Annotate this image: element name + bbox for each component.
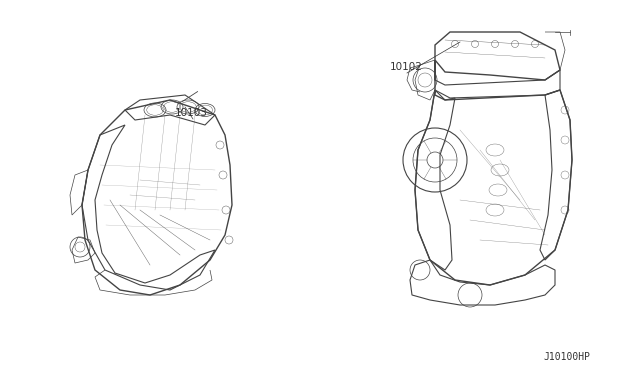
Text: 10103: 10103 — [175, 108, 208, 118]
Text: 10102: 10102 — [390, 62, 423, 72]
Text: J10100HP: J10100HP — [543, 352, 590, 362]
